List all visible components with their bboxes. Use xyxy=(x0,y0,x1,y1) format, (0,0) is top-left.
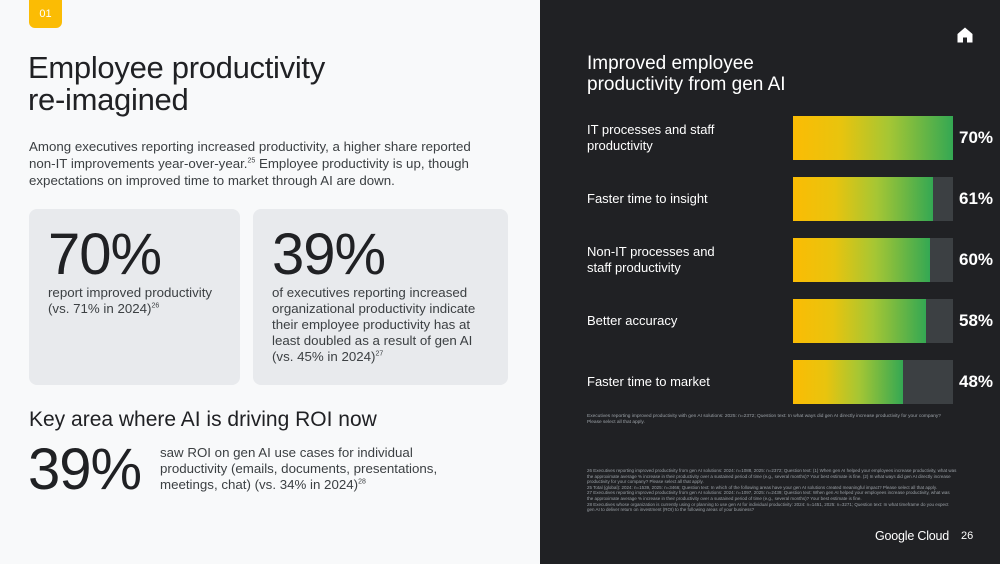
home-icon[interactable] xyxy=(956,26,974,44)
chart-bar xyxy=(793,360,903,404)
roi-stat-value: 39% xyxy=(28,437,142,502)
chart-bar xyxy=(793,177,933,221)
intro-footnote-ref: 25 xyxy=(247,157,256,165)
chart-category-label: Non-IT processes and staff productivity xyxy=(587,244,715,275)
chart-title-line1: Improved employee xyxy=(587,53,754,74)
chart-bar-track xyxy=(793,238,953,282)
chart-bar xyxy=(793,299,926,343)
roi-section-title: Key area where AI is driving ROI now xyxy=(29,408,377,431)
chart-bar xyxy=(793,116,953,160)
stat-card-value: 70% xyxy=(48,222,162,287)
chart-bar-track xyxy=(793,360,953,404)
footnote: 28 Executives whose organization is curr… xyxy=(587,501,949,513)
stat-card-description: of executives reporting increased organi… xyxy=(272,285,492,365)
chart-note: Executives reporting improved productivi… xyxy=(587,414,941,425)
roi-stat-text: saw ROI on gen AI use cases for individu… xyxy=(160,445,438,492)
chart-title-line2: productivity from gen AI xyxy=(587,74,786,95)
stat-card-footnote-ref: 27 xyxy=(375,350,384,358)
stat-card-text: report improved productivity (vs. 71% in… xyxy=(48,285,213,316)
chart-data-label: 70% xyxy=(959,128,994,147)
chart-bar-track xyxy=(793,299,953,343)
chart-row: Better accuracy 58% xyxy=(587,299,993,343)
chart-row: Non-IT processes and staff productivity 6… xyxy=(587,238,993,282)
stat-card-productivity: 70% report improved productivity (vs. 71… xyxy=(29,209,240,385)
footnote: 25 Total (global): 2024: n=1539, 2025: n… xyxy=(587,484,938,490)
chart-row: Faster time to market 48% xyxy=(587,360,993,404)
chart-category-label: Faster time to insight xyxy=(587,191,708,206)
chart-row: IT processes and staff productivity 70% xyxy=(587,116,993,160)
footnote: 26 Executives reporting improved product… xyxy=(587,468,957,485)
footnotes: 26 Executives reporting improved product… xyxy=(587,468,957,513)
left-panel: 01 Employee productivity re-imagined Amo… xyxy=(28,0,508,502)
chart-data-label: 48% xyxy=(959,372,994,391)
roi-stat-description: saw ROI on gen AI use cases for individu… xyxy=(160,445,460,493)
intro-paragraph: Among executives reporting increased pro… xyxy=(29,138,499,189)
stat-card-description: report improved productivity (vs. 71% in… xyxy=(48,285,228,317)
roi-footnote-ref: 28 xyxy=(358,478,366,486)
intro-text: Among executives reporting increased pro… xyxy=(29,139,471,171)
stat-card-value: 39% xyxy=(272,222,386,287)
stat-card-text: of executives reporting increased organi… xyxy=(272,285,476,364)
stat-card-doubled: 39% of executives reporting increased or… xyxy=(253,209,508,385)
chart-category-label: IT processes and staff productivity xyxy=(587,122,715,153)
chart-data-label: 58% xyxy=(959,311,994,330)
section-tag: 01 xyxy=(29,0,62,28)
chart-bar xyxy=(793,238,931,282)
chart-bar-track xyxy=(793,116,953,160)
stat-card-footnote-ref: 26 xyxy=(151,302,160,310)
chart-category-label: Faster time to market xyxy=(587,374,710,389)
intro-text-2: Employee productivity is up, though expe… xyxy=(29,156,469,188)
page-title-line2: re-imagined xyxy=(28,82,189,117)
chart-title: Improved employee productivity from gen … xyxy=(587,53,867,95)
chart-data-label: 61% xyxy=(959,189,994,208)
chart-bar-track xyxy=(793,177,953,221)
chart-row: Faster time to insight 61% xyxy=(587,177,993,221)
page-title-line1: Employee productivity xyxy=(28,50,325,85)
chart-category-label: Better accuracy xyxy=(587,313,678,328)
google-cloud-logo: Google Cloud xyxy=(875,529,950,543)
page-title: Employee productivity re-imagined xyxy=(28,52,325,116)
right-panel: Improved employee productivity from gen … xyxy=(540,0,1000,564)
footnote: 27 Executives reporting improved product… xyxy=(587,490,950,501)
chart-data-label: 60% xyxy=(959,250,994,269)
page-number: 26 xyxy=(961,530,974,542)
